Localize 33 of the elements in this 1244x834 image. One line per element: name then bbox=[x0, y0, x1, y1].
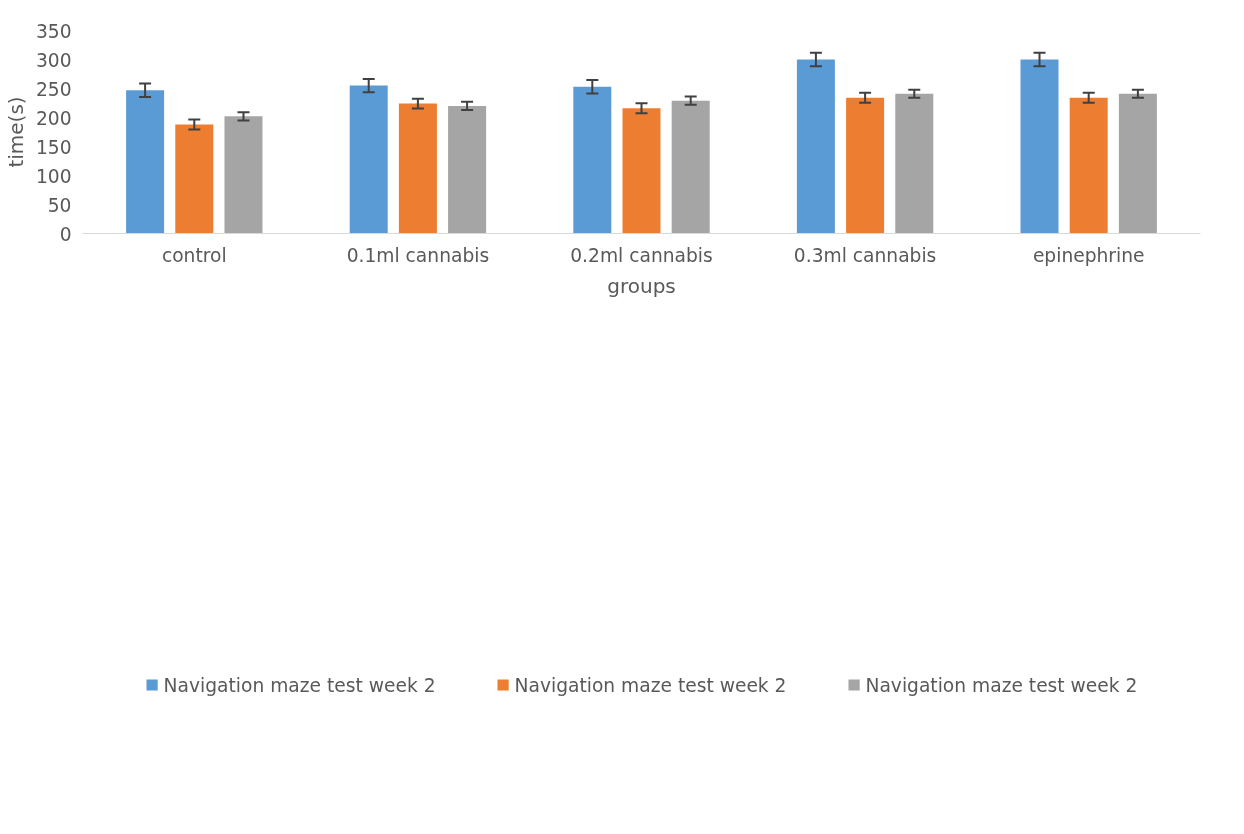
bar bbox=[622, 108, 661, 234]
y-tick-label: 250 bbox=[35, 78, 72, 100]
y-tick-label: 150 bbox=[35, 136, 72, 158]
legend-label: Navigation maze test week 2 bbox=[163, 674, 436, 696]
bar bbox=[224, 116, 263, 234]
x-axis-title: groups bbox=[607, 273, 676, 298]
y-tick-label: 350 bbox=[35, 20, 72, 42]
bar bbox=[175, 124, 214, 234]
bar bbox=[796, 59, 835, 234]
y-tick-label: 0 bbox=[59, 223, 72, 245]
x-tick-label: 0.2ml cannabis bbox=[570, 244, 713, 266]
bar bbox=[126, 90, 165, 234]
legend-label: Navigation maze test week 2 bbox=[865, 674, 1138, 696]
bar bbox=[1020, 59, 1059, 234]
bar bbox=[349, 85, 388, 234]
x-tick-label: 0.1ml cannabis bbox=[346, 244, 490, 266]
y-axis-title: time(s) bbox=[3, 96, 28, 168]
y-tick-label: 100 bbox=[35, 165, 72, 187]
x-tick-label: 0.3ml cannabis bbox=[793, 244, 937, 266]
bar bbox=[1069, 97, 1108, 234]
bar bbox=[573, 86, 612, 234]
bar bbox=[671, 100, 710, 234]
y-tick-label: 300 bbox=[35, 49, 72, 71]
bar bbox=[448, 105, 487, 234]
y-tick-label: 50 bbox=[47, 194, 72, 216]
y-tick-label: 200 bbox=[35, 107, 72, 129]
bar bbox=[846, 97, 885, 234]
legend-label: Navigation maze test week 2 bbox=[514, 674, 787, 696]
x-tick-label: epinephrine bbox=[1032, 244, 1145, 266]
x-tick-label: control bbox=[161, 244, 227, 266]
bar bbox=[895, 93, 934, 234]
bar bbox=[1118, 93, 1157, 234]
bar bbox=[398, 103, 437, 234]
